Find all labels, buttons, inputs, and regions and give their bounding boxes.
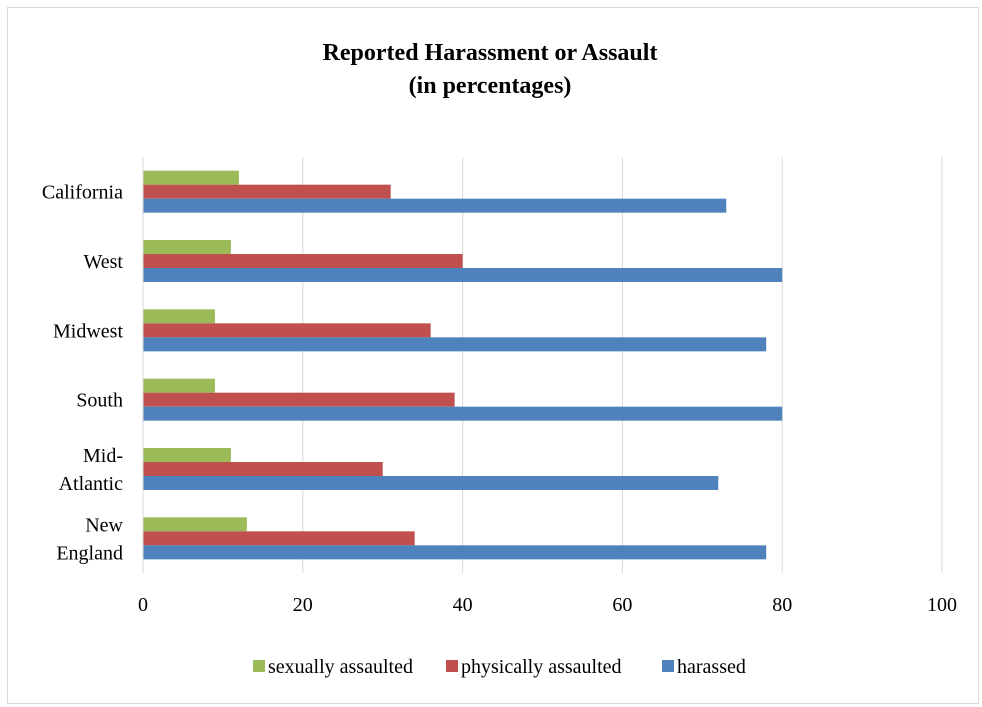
- y-category-label: England: [56, 542, 123, 564]
- x-tick-label: 0: [138, 594, 148, 616]
- chart-title-line: Reported Harassment or Assault: [323, 40, 658, 66]
- legend-swatch: [446, 660, 458, 672]
- bar-harassed: [143, 337, 767, 352]
- bar-harassed: [143, 198, 727, 213]
- chart-title-line: (in percentages): [409, 73, 572, 99]
- x-tick-label: 40: [453, 594, 473, 616]
- legend-swatch: [253, 660, 265, 672]
- bar-physically-assaulted: [143, 323, 431, 338]
- bar-sexually-assaulted: [143, 309, 215, 324]
- bar-harassed: [143, 476, 719, 490]
- bar-sexually-assaulted: [143, 517, 247, 532]
- legend-label: sexually assaulted: [268, 656, 413, 678]
- bar-sexually-assaulted: [143, 448, 231, 462]
- bar-physically-assaulted: [143, 254, 463, 268]
- bar-physically-assaulted: [143, 531, 415, 546]
- x-tick-label: 80: [772, 594, 792, 616]
- y-category-label: West: [84, 251, 124, 273]
- bar-physically-assaulted: [143, 462, 383, 476]
- bar-sexually-assaulted: [143, 240, 231, 254]
- y-category-label: Mid-: [83, 445, 123, 467]
- bar-harassed: [143, 545, 767, 560]
- bar-harassed: [143, 406, 783, 421]
- y-category-label: Atlantic: [59, 473, 124, 495]
- chart-frame: [7, 7, 979, 704]
- bar-physically-assaulted: [143, 392, 455, 407]
- bar-sexually-assaulted: [143, 378, 215, 393]
- y-category-label: Midwest: [53, 320, 123, 342]
- y-category-label: New: [85, 514, 123, 536]
- x-tick-label: 100: [927, 594, 957, 616]
- legend-label: physically assaulted: [461, 656, 622, 678]
- bar-physically-assaulted: [143, 184, 391, 199]
- x-tick-label: 20: [293, 594, 313, 616]
- bar-sexually-assaulted: [143, 170, 239, 185]
- bar-harassed: [143, 268, 783, 282]
- y-category-label: South: [76, 390, 123, 412]
- legend-label: harassed: [677, 656, 746, 678]
- y-category-label: California: [42, 182, 123, 204]
- legend-swatch: [662, 660, 674, 672]
- x-tick-label: 60: [612, 594, 632, 616]
